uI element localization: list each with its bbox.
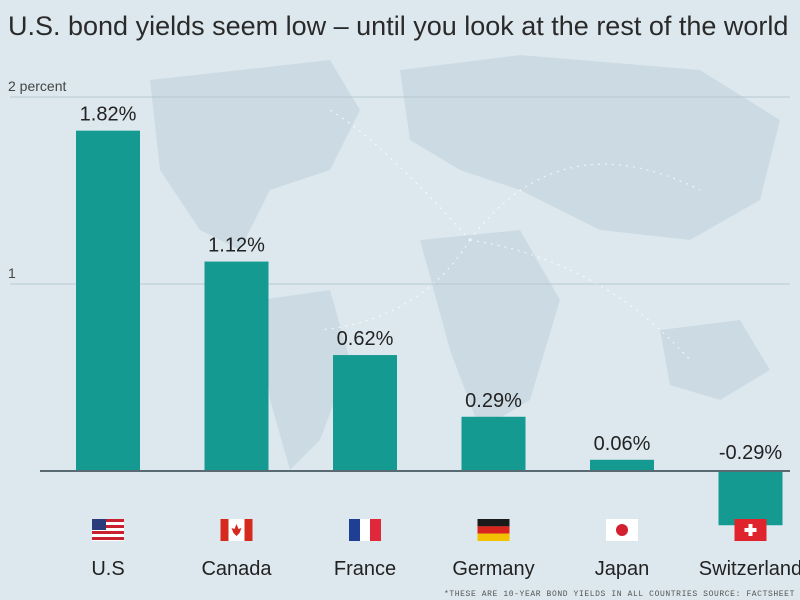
bar: [333, 355, 397, 471]
category-label: U.S: [91, 558, 124, 580]
flags: [92, 519, 767, 541]
switzerland-flag-icon: [734, 519, 767, 541]
bar: [718, 471, 783, 526]
canada-flag-icon: [220, 519, 253, 541]
chart-title: U.S. bond yields seem low – until you lo…: [8, 11, 788, 41]
data-label: 0.62%: [337, 328, 394, 350]
value-labels: 1.82% 1.12% 0.62% 0.29% 0.06% -0.29%: [80, 104, 783, 464]
y-tick-label: 1: [8, 265, 16, 281]
germany-flag-icon: [477, 519, 510, 541]
category-label: Japan: [595, 558, 650, 580]
data-label: 0.29%: [465, 390, 522, 412]
y-tick-label: 2 percent: [8, 78, 66, 94]
footnote: *THESE ARE 10-YEAR BOND YIELDS IN ALL CO…: [444, 590, 795, 599]
category-label: Canada: [201, 558, 272, 580]
data-label: 0.06%: [594, 433, 651, 455]
france-flag-icon: [349, 519, 381, 541]
world-map-background: [150, 55, 780, 470]
bar: [204, 261, 269, 471]
data-label: 1.82%: [80, 104, 137, 126]
data-label: -0.29%: [719, 442, 783, 464]
us-flag-icon: [92, 519, 124, 541]
data-label: 1.12%: [208, 235, 265, 257]
bar: [461, 416, 526, 471]
category-label: Germany: [452, 558, 534, 580]
bar: [76, 130, 140, 471]
category-labels: U.S Canada France Germany Japan Switzerland: [91, 558, 800, 580]
japan-flag-icon: [606, 519, 638, 541]
bar: [590, 459, 654, 471]
category-label: France: [334, 558, 396, 580]
category-label: Switzerland: [699, 558, 800, 580]
bars: [76, 130, 783, 526]
